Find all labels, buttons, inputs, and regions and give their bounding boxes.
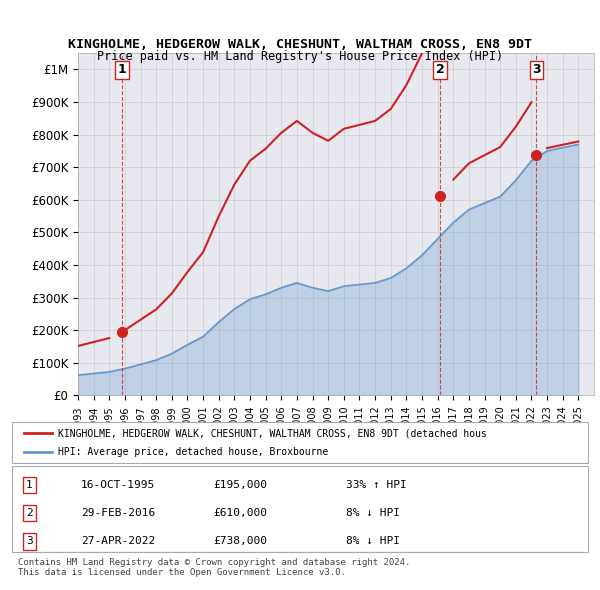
- FancyBboxPatch shape: [12, 466, 588, 552]
- FancyBboxPatch shape: [12, 422, 588, 463]
- Text: 3: 3: [532, 63, 541, 76]
- Text: KINGHOLME, HEDGEROW WALK, CHESHUNT, WALTHAM CROSS, EN8 9DT (detached hous: KINGHOLME, HEDGEROW WALK, CHESHUNT, WALT…: [58, 428, 487, 438]
- Text: 1: 1: [26, 480, 32, 490]
- Text: 8% ↓ HPI: 8% ↓ HPI: [346, 508, 400, 518]
- Text: Contains HM Land Registry data © Crown copyright and database right 2024.
This d: Contains HM Land Registry data © Crown c…: [18, 558, 410, 577]
- Text: 1: 1: [117, 63, 126, 76]
- Text: 16-OCT-1995: 16-OCT-1995: [81, 480, 155, 490]
- Text: 3: 3: [26, 536, 32, 546]
- Text: £610,000: £610,000: [214, 508, 268, 518]
- Text: 8% ↓ HPI: 8% ↓ HPI: [346, 536, 400, 546]
- Text: Price paid vs. HM Land Registry's House Price Index (HPI): Price paid vs. HM Land Registry's House …: [97, 50, 503, 63]
- Text: KINGHOLME, HEDGEROW WALK, CHESHUNT, WALTHAM CROSS, EN8 9DT: KINGHOLME, HEDGEROW WALK, CHESHUNT, WALT…: [68, 38, 532, 51]
- Text: 29-FEB-2016: 29-FEB-2016: [81, 508, 155, 518]
- Text: £738,000: £738,000: [214, 536, 268, 546]
- Text: 2: 2: [436, 63, 445, 76]
- Text: 2: 2: [26, 508, 32, 518]
- Text: 27-APR-2022: 27-APR-2022: [81, 536, 155, 546]
- Text: £195,000: £195,000: [214, 480, 268, 490]
- Text: HPI: Average price, detached house, Broxbourne: HPI: Average price, detached house, Brox…: [58, 447, 328, 457]
- Text: 33% ↑ HPI: 33% ↑ HPI: [346, 480, 407, 490]
